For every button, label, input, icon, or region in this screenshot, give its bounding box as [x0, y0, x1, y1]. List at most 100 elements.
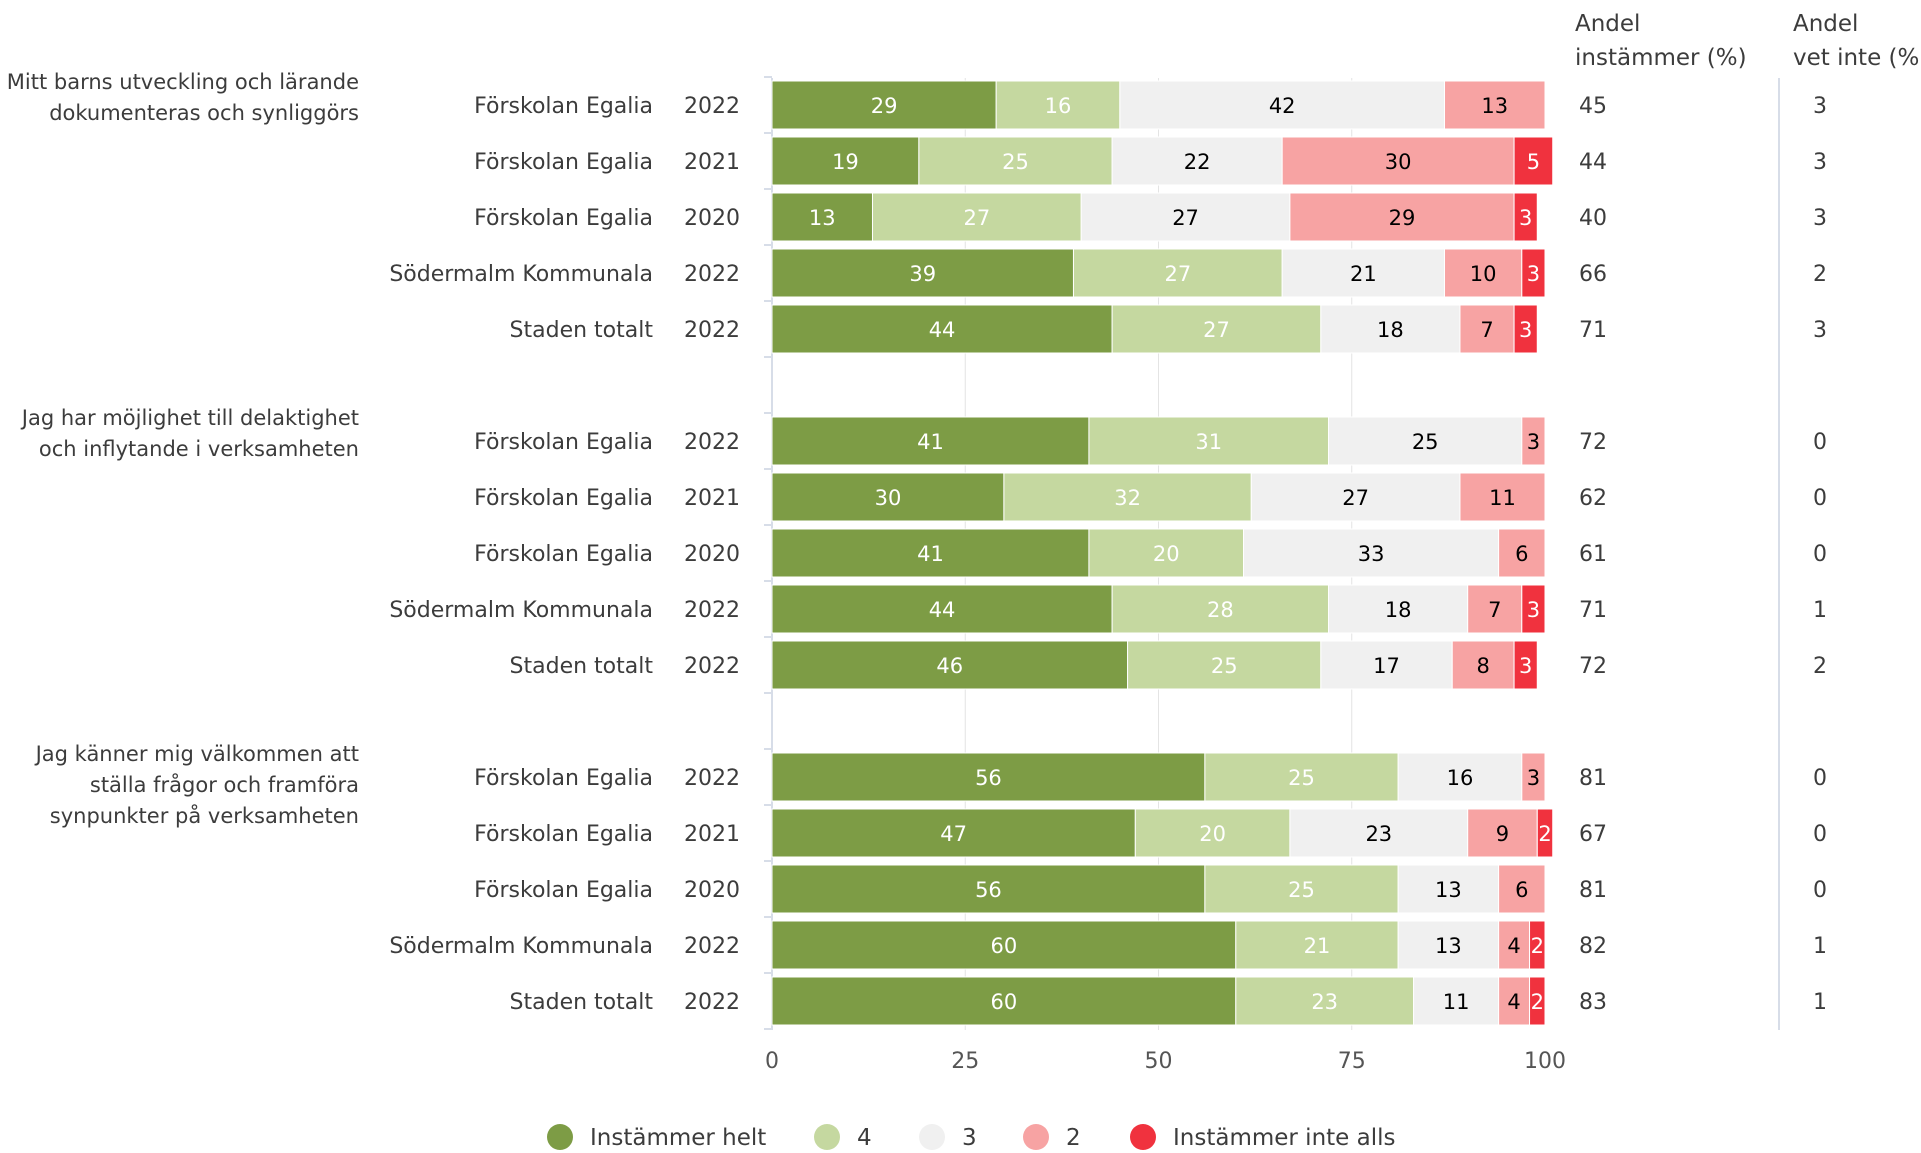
bar-segment — [1529, 976, 1546, 1026]
data-label: 60 — [991, 990, 1018, 1014]
bar-segment — [1413, 976, 1500, 1026]
agree-header-line: Andel — [1575, 11, 1640, 37]
dontknow-value: 0 — [1813, 542, 1827, 567]
data-label: 41 — [917, 430, 944, 454]
bar-segment — [1451, 640, 1515, 690]
data-label: 32 — [1114, 486, 1141, 510]
dontknow-value: 3 — [1813, 318, 1827, 343]
bar-segment — [1513, 192, 1538, 242]
data-label: 31 — [1195, 430, 1222, 454]
dontknow-value: 1 — [1813, 598, 1827, 623]
row-unit-label: Förskolan Egalia — [474, 94, 653, 119]
row-year-label: 2022 — [684, 934, 740, 959]
data-label: 3 — [1519, 206, 1532, 230]
agree-value: 81 — [1579, 766, 1607, 791]
data-label: 11 — [1443, 990, 1470, 1014]
row-year-label: 2022 — [684, 766, 740, 791]
data-label: 3 — [1519, 318, 1532, 342]
data-label: 13 — [1435, 934, 1462, 958]
bar-segment — [1521, 416, 1546, 466]
legend-label: 2 — [1066, 1125, 1081, 1151]
question-label-line: ställa frågor och framföra — [90, 772, 359, 797]
agree-value: 82 — [1579, 934, 1607, 959]
bar-segment — [771, 528, 1090, 578]
data-label: 16 — [1447, 766, 1474, 790]
data-label: 42 — [1269, 94, 1296, 118]
row-year-label: 2021 — [684, 822, 740, 847]
agree-value: 81 — [1579, 878, 1607, 903]
bar-segment — [771, 920, 1237, 970]
bar-segment — [871, 192, 1082, 242]
bar-segment — [1459, 472, 1546, 522]
row-year-label: 2022 — [684, 318, 740, 343]
data-label: 7 — [1480, 318, 1493, 342]
data-label: 17 — [1373, 654, 1400, 678]
data-label: 6 — [1515, 542, 1528, 566]
bar-segment — [1513, 640, 1538, 690]
bar-segment — [1250, 472, 1461, 522]
bar-segment — [1397, 864, 1500, 914]
data-label: 60 — [991, 934, 1018, 958]
bar-segment — [771, 304, 1113, 354]
bar-segment — [918, 136, 1113, 186]
bar-segment — [1088, 416, 1330, 466]
agree-value: 72 — [1579, 430, 1607, 455]
bar-segment — [1127, 640, 1322, 690]
row-year-label: 2020 — [684, 206, 740, 231]
bar-segment — [771, 416, 1090, 466]
row-unit-label: Förskolan Egalia — [474, 878, 653, 903]
data-label: 9 — [1496, 822, 1509, 846]
data-label: 3 — [1519, 654, 1532, 678]
bar-segment — [1521, 584, 1546, 634]
data-label: 29 — [1389, 206, 1416, 230]
data-label: 30 — [1385, 150, 1412, 174]
data-label: 10 — [1470, 262, 1497, 286]
row-unit-label: Staden totalt — [510, 990, 654, 1015]
legend-label: Instämmer helt — [590, 1125, 766, 1151]
row-unit-label: Förskolan Egalia — [474, 822, 653, 847]
bar-segment — [1281, 136, 1515, 186]
data-label: 3 — [1527, 766, 1540, 790]
data-label: 22 — [1184, 150, 1211, 174]
data-label: 3 — [1527, 430, 1540, 454]
legend-marker — [1130, 1124, 1156, 1150]
agree-value: 66 — [1579, 262, 1607, 287]
bar-segment — [1134, 808, 1291, 858]
row-year-label: 2022 — [684, 94, 740, 119]
bar-segment — [1320, 304, 1461, 354]
dontknow-value: 1 — [1813, 990, 1827, 1015]
bar-segment — [1320, 640, 1453, 690]
data-label: 11 — [1489, 486, 1516, 510]
agree-value: 72 — [1579, 654, 1607, 679]
bar-segment — [1289, 192, 1515, 242]
bar-segment — [1513, 136, 1554, 186]
dontknow-value: 0 — [1813, 430, 1827, 455]
data-label: 44 — [929, 598, 956, 622]
row-unit-label: Södermalm Kommunala — [389, 598, 653, 623]
row-year-label: 2021 — [684, 150, 740, 175]
data-label: 47 — [940, 822, 967, 846]
bar-segment — [1235, 920, 1399, 970]
row-unit-label: Förskolan Egalia — [474, 542, 653, 567]
dontknow-value: 1 — [1813, 934, 1827, 959]
bar-segment — [771, 864, 1206, 914]
agree-value: 71 — [1579, 598, 1607, 623]
bar-segment — [771, 192, 873, 242]
data-label: 20 — [1199, 822, 1226, 846]
data-label: 25 — [1211, 654, 1238, 678]
bar-segment — [1243, 528, 1500, 578]
bar-segment — [1498, 920, 1531, 970]
dontknow-value: 0 — [1813, 486, 1827, 511]
bar-segment — [1467, 584, 1523, 634]
data-label: 21 — [1350, 262, 1377, 286]
data-label: 28 — [1207, 598, 1234, 622]
data-label: 25 — [1288, 878, 1315, 902]
question-label-line: Jag känner mig välkommen att — [34, 742, 359, 766]
x-tick-label: 50 — [1145, 1049, 1173, 1074]
bar-segment — [1397, 920, 1500, 970]
bar-segment — [1111, 584, 1330, 634]
x-tick-label: 75 — [1338, 1049, 1366, 1074]
row-year-label: 2020 — [684, 878, 740, 903]
bar-segment — [1119, 80, 1446, 130]
